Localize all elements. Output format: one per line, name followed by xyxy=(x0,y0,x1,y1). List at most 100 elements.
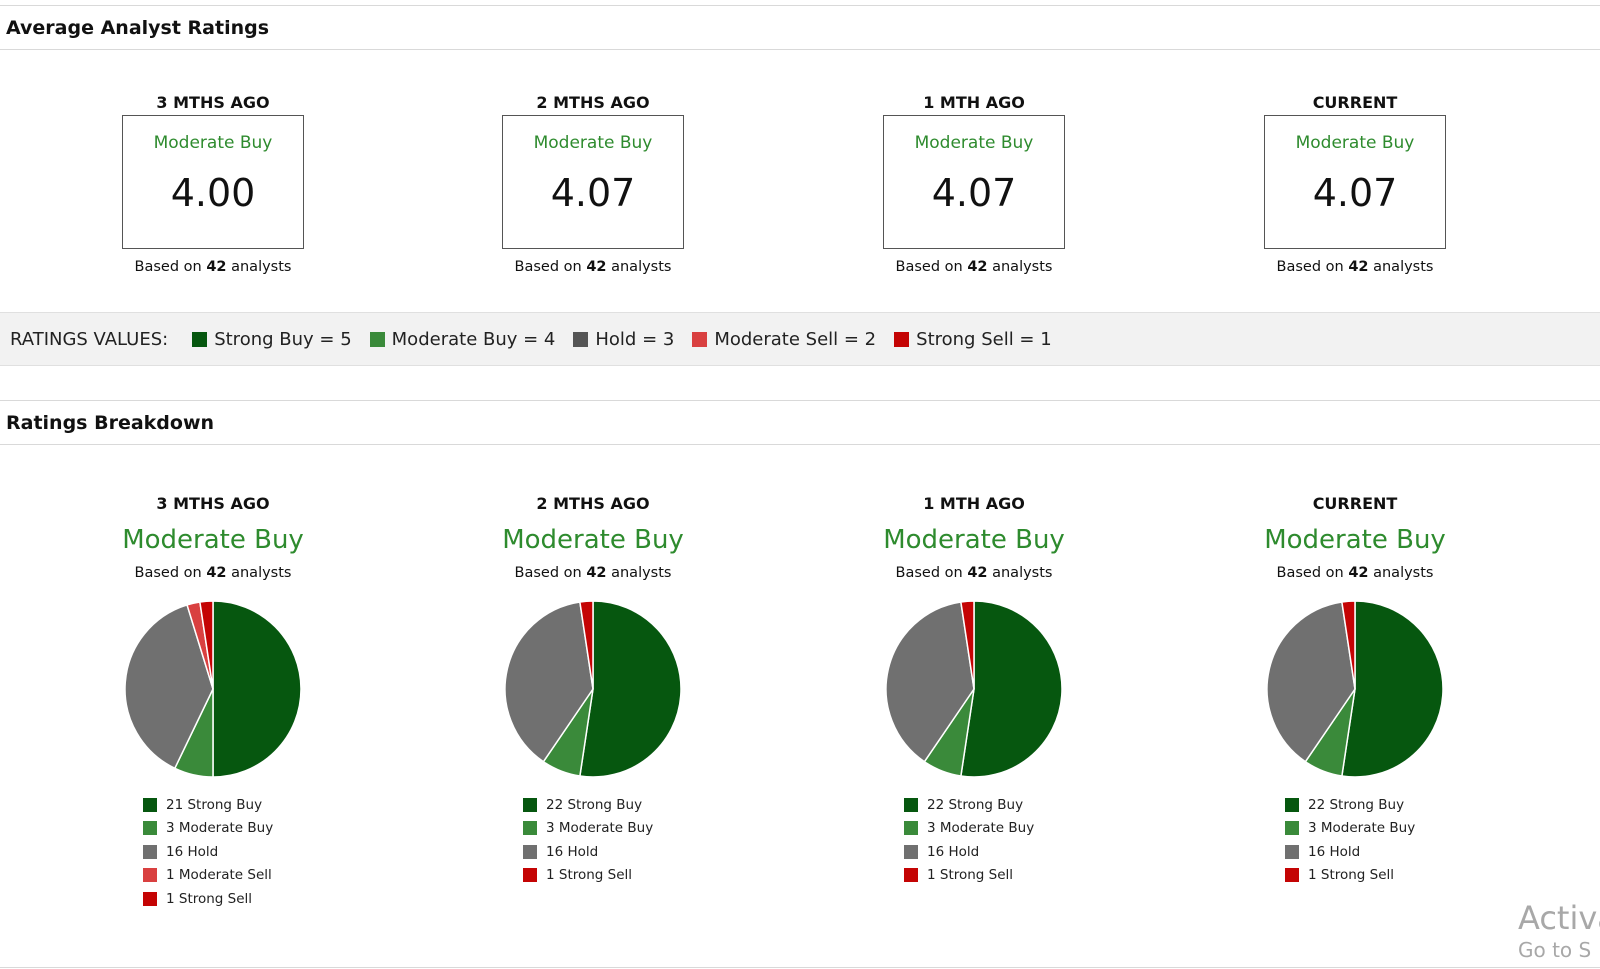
pie-legend-item: 3 Moderate Buy xyxy=(904,817,1044,841)
based-on-text: Based on 42 analysts xyxy=(895,259,1053,275)
based-on-text: Based on 42 analysts xyxy=(134,259,292,275)
breakdown-current: CURRENT Moderate Buy Based on 42 analyst… xyxy=(1165,494,1545,887)
pie-legend-label: 1 Strong Sell xyxy=(1308,867,1395,884)
avg-score-box: Moderate Buy 4.07 xyxy=(1264,115,1446,249)
pie-legend-label: 22 Strong Buy xyxy=(1308,796,1405,813)
based-on-text: Based on 42 analysts xyxy=(895,565,1053,581)
avg-card-current: CURRENT Moderate Buy 4.07 Based on 42 an… xyxy=(1165,93,1545,275)
ratings-values-legend: RATINGS VALUES: Strong Buy = 5 Moderate … xyxy=(0,312,1600,366)
period-label: 3 MTHS AGO xyxy=(156,494,270,513)
breakdown-2-months: 2 MTHS AGO Moderate Buy Based on 42 anal… xyxy=(403,494,783,887)
pie-slice-hold xyxy=(124,603,214,770)
swatch-icon xyxy=(523,868,537,883)
breakdown-rating-text: Moderate Buy xyxy=(1264,525,1446,555)
pie-legend-item: 3 Moderate Buy xyxy=(523,817,663,841)
pie-legend-label: 1 Strong Sell xyxy=(546,867,633,884)
pie-slice-strong-sell xyxy=(960,600,975,690)
period-label: 2 MTHS AGO xyxy=(536,93,650,112)
pie-slice-strong-buy xyxy=(1341,600,1444,778)
breakdown-1-month: 1 MTH AGO Moderate Buy Based on 42 analy… xyxy=(784,494,1164,887)
swatch-icon xyxy=(573,331,589,347)
based-on-text: Based on 42 analysts xyxy=(514,565,672,581)
pie-legend-item: 3 Moderate Buy xyxy=(143,817,283,841)
pie-slice-strong-buy xyxy=(579,600,682,778)
legend-strong-sell: Strong Sell = 1 xyxy=(894,329,1052,350)
pie-legend-label: 16 Hold xyxy=(927,843,980,860)
pie-legend-item: 3 Moderate Buy xyxy=(1285,817,1425,841)
bottom-divider xyxy=(0,967,1600,968)
swatch-icon xyxy=(1285,844,1299,859)
pie-legend-item: 16 Hold xyxy=(523,840,663,864)
swatch-icon xyxy=(692,331,708,347)
avg-rating-text: Moderate Buy xyxy=(533,133,653,153)
avg-rating-text: Moderate Buy xyxy=(1295,133,1415,153)
swatch-icon xyxy=(523,821,537,836)
pie-slice-strong-buy xyxy=(212,600,302,778)
based-on-text: Based on 42 analysts xyxy=(1276,259,1434,275)
pie-legend-label: 1 Moderate Sell xyxy=(166,867,272,884)
activation-watermark: Activa Go to S xyxy=(1518,899,1600,962)
pie-chart xyxy=(885,600,1063,778)
pie-legend: 22 Strong Buy 3 Moderate Buy 16 Hold 1 Stro… xyxy=(523,793,663,887)
pie-legend-item: 22 Strong Buy xyxy=(904,793,1044,817)
pie-legend-item: 21 Strong Buy xyxy=(143,793,283,817)
pie-legend-label: 3 Moderate Buy xyxy=(927,820,1035,837)
based-on-text: Based on 42 analysts xyxy=(514,259,672,275)
avg-score-box: Moderate Buy 4.07 xyxy=(883,115,1065,249)
pie-legend-item: 1 Strong Sell xyxy=(904,864,1044,888)
avg-score-value: 4.00 xyxy=(170,171,256,215)
swatch-icon xyxy=(143,844,157,859)
pie-slice-strong-sell xyxy=(1341,600,1356,690)
swatch-icon xyxy=(143,868,157,883)
swatch-icon xyxy=(523,844,537,859)
pie-chart xyxy=(504,600,682,778)
swatch-icon xyxy=(523,797,537,812)
pie-legend-item: 16 Hold xyxy=(904,840,1044,864)
pie-slice-strong-sell xyxy=(579,600,594,690)
pie-chart xyxy=(124,600,302,778)
pie-legend-item: 1 Strong Sell xyxy=(523,864,663,888)
pie-legend-label: 16 Hold xyxy=(1308,843,1361,860)
swatch-icon xyxy=(904,844,918,859)
pie-legend: 22 Strong Buy 3 Moderate Buy 16 Hold 1 Stro… xyxy=(904,793,1044,887)
pie-legend-label: 3 Moderate Buy xyxy=(166,820,274,837)
pie-legend-label: 1 Strong Sell xyxy=(166,890,253,907)
swatch-icon xyxy=(904,868,918,883)
pie-legend-label: 22 Strong Buy xyxy=(927,796,1024,813)
ratings-values-title: RATINGS VALUES: xyxy=(10,328,169,350)
pie-chart xyxy=(1266,600,1444,778)
based-on-text: Based on 42 analysts xyxy=(134,565,292,581)
period-label: CURRENT xyxy=(1312,494,1398,513)
pie-slice-strong-buy xyxy=(960,600,1063,778)
pie-legend-label: 22 Strong Buy xyxy=(546,796,643,813)
pie-legend-label: 3 Moderate Buy xyxy=(1308,820,1416,837)
pie-slice-hold xyxy=(885,601,975,763)
avg-score-box: Moderate Buy 4.00 xyxy=(122,115,304,249)
avg-card-3-months: 3 MTHS AGO Moderate Buy 4.00 Based on 42… xyxy=(23,93,403,275)
pie-legend-item: 22 Strong Buy xyxy=(523,793,663,817)
swatch-icon xyxy=(143,891,157,906)
swatch-icon xyxy=(369,331,385,347)
avg-card-1-month: 1 MTH AGO Moderate Buy 4.07 Based on 42 … xyxy=(784,93,1164,275)
pie-legend-label: 16 Hold xyxy=(166,843,219,860)
pie-slice-hold xyxy=(504,601,594,763)
avg-score-value: 4.07 xyxy=(550,171,636,215)
based-on-text: Based on 42 analysts xyxy=(1276,565,1434,581)
pie-legend: 22 Strong Buy 3 Moderate Buy 16 Hold 1 Stro… xyxy=(1285,793,1425,887)
pie-legend-item: 16 Hold xyxy=(1285,840,1425,864)
legend-strong-buy: Strong Buy = 5 xyxy=(192,329,352,350)
average-ratings-heading: Average Analyst Ratings xyxy=(0,5,1600,50)
pie-legend-label: 1 Strong Sell xyxy=(927,867,1014,884)
avg-rating-text: Moderate Buy xyxy=(153,133,273,153)
pie-legend-item: 1 Strong Sell xyxy=(143,887,283,911)
period-label: 1 MTH AGO xyxy=(923,93,1025,112)
swatch-icon xyxy=(1285,821,1299,836)
avg-rating-text: Moderate Buy xyxy=(914,133,1034,153)
breakdown-rating-text: Moderate Buy xyxy=(502,525,684,555)
breakdown-rating-text: Moderate Buy xyxy=(122,525,304,555)
swatch-icon xyxy=(904,821,918,836)
pie-legend-item: 1 Moderate Sell xyxy=(143,864,283,888)
pie-legend-item: 1 Strong Sell xyxy=(1285,864,1425,888)
avg-score-value: 4.07 xyxy=(931,171,1017,215)
period-label: 1 MTH AGO xyxy=(923,494,1025,513)
